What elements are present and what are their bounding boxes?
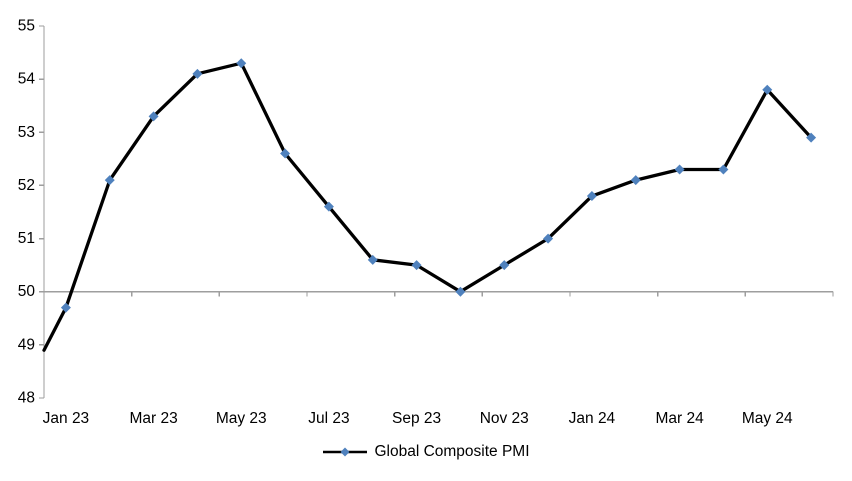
data-point-marker (323, 201, 334, 212)
data-point-marker (148, 111, 159, 122)
x-axis-tick-label: Jan 24 (569, 410, 616, 427)
y-axis-tick-label: 50 (18, 283, 36, 300)
data-point-marker (499, 260, 510, 271)
x-axis-tick-label: May 23 (216, 410, 267, 427)
x-axis-tick-label: Jul 23 (308, 410, 349, 427)
data-point-marker (674, 164, 685, 175)
data-point-marker (280, 148, 291, 159)
x-axis-tick-label: Sep 23 (392, 410, 441, 427)
data-point-marker (104, 175, 115, 186)
data-point-marker (192, 68, 203, 79)
y-axis-tick-label: 48 (18, 390, 35, 407)
data-point-marker (586, 191, 597, 202)
data-point-marker (718, 164, 729, 175)
data-point-marker (806, 132, 817, 143)
data-point-marker (411, 260, 422, 271)
x-axis-tick-label: Mar 23 (129, 410, 177, 427)
data-point-marker (367, 254, 378, 265)
data-point-marker (630, 175, 641, 186)
y-axis-tick-label: 49 (18, 336, 35, 353)
x-axis-tick-label: Mar 24 (655, 410, 704, 427)
x-axis-tick-label: Nov 23 (480, 410, 529, 427)
data-point-marker (762, 84, 773, 95)
data-point-marker (543, 233, 554, 244)
data-point-marker (60, 302, 71, 313)
y-axis-tick-label: 53 (18, 124, 35, 141)
x-axis-tick-label: Jan 23 (43, 410, 90, 427)
y-axis-tick-label: 51 (18, 230, 35, 247)
data-point-marker (236, 58, 247, 69)
y-axis-tick-label: 54 (18, 71, 36, 88)
data-point-marker (455, 286, 466, 297)
series-line (42, 61, 813, 352)
x-axis-tick-label: May 24 (742, 410, 793, 427)
legend-label: Global Composite PMI (374, 443, 530, 460)
legend-line-marker-icon (323, 447, 368, 457)
y-axis-tick-label: 55 (18, 18, 35, 35)
legend: Global Composite PMI (0, 443, 852, 461)
y-axis-tick-label: 52 (18, 177, 35, 194)
